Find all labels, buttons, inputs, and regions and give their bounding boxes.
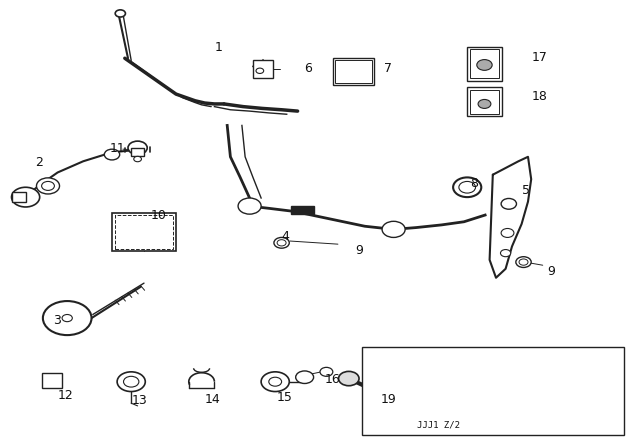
Text: 5: 5	[522, 184, 529, 197]
Bar	[115, 215, 173, 249]
Bar	[470, 90, 499, 114]
Text: 18: 18	[531, 90, 547, 103]
Circle shape	[43, 301, 92, 335]
Text: 3: 3	[53, 314, 61, 327]
Text: 1: 1	[214, 40, 222, 54]
Circle shape	[36, 178, 60, 194]
Circle shape	[277, 240, 286, 246]
Circle shape	[256, 68, 264, 73]
Circle shape	[115, 10, 125, 17]
Bar	[12, 192, 26, 202]
Text: 12: 12	[58, 388, 74, 402]
Circle shape	[477, 60, 492, 70]
Text: 13: 13	[131, 394, 147, 408]
Circle shape	[274, 237, 289, 248]
Bar	[467, 47, 502, 81]
Circle shape	[12, 187, 40, 207]
Circle shape	[117, 372, 145, 392]
Text: 9: 9	[355, 244, 363, 258]
Text: 4: 4	[282, 230, 289, 243]
Circle shape	[459, 181, 476, 193]
Circle shape	[501, 198, 516, 209]
Circle shape	[269, 377, 282, 386]
Text: 19: 19	[381, 393, 397, 406]
Bar	[470, 49, 499, 78]
Circle shape	[261, 372, 289, 392]
Bar	[291, 206, 314, 214]
Bar	[131, 148, 144, 156]
Circle shape	[453, 177, 481, 197]
Text: JJJ1 Z/2: JJJ1 Z/2	[417, 420, 460, 429]
Circle shape	[501, 228, 514, 237]
Circle shape	[519, 259, 528, 265]
Circle shape	[339, 371, 359, 386]
Circle shape	[134, 156, 141, 162]
Bar	[335, 60, 372, 83]
Circle shape	[62, 314, 72, 322]
Bar	[467, 87, 502, 116]
Circle shape	[42, 181, 54, 190]
Text: 8: 8	[470, 177, 479, 190]
Text: 9: 9	[547, 264, 555, 278]
Circle shape	[478, 99, 491, 108]
Circle shape	[516, 257, 531, 267]
Text: 16: 16	[325, 373, 341, 387]
Text: 7: 7	[384, 61, 392, 75]
Text: 14: 14	[205, 393, 221, 406]
Bar	[42, 373, 62, 388]
Text: 10: 10	[150, 208, 166, 222]
Circle shape	[500, 250, 511, 257]
Bar	[362, 347, 624, 435]
Circle shape	[320, 367, 333, 376]
Text: 6: 6	[304, 61, 312, 75]
Circle shape	[238, 198, 261, 214]
Bar	[112, 213, 176, 251]
Text: 11: 11	[110, 142, 126, 155]
Circle shape	[124, 376, 139, 387]
Circle shape	[296, 371, 314, 383]
Bar	[333, 58, 374, 85]
Circle shape	[382, 221, 405, 237]
Text: 15: 15	[276, 391, 292, 405]
Text: 17: 17	[531, 51, 547, 64]
Circle shape	[104, 149, 120, 160]
Text: 2: 2	[35, 155, 43, 169]
Bar	[253, 60, 273, 78]
Circle shape	[128, 141, 147, 155]
